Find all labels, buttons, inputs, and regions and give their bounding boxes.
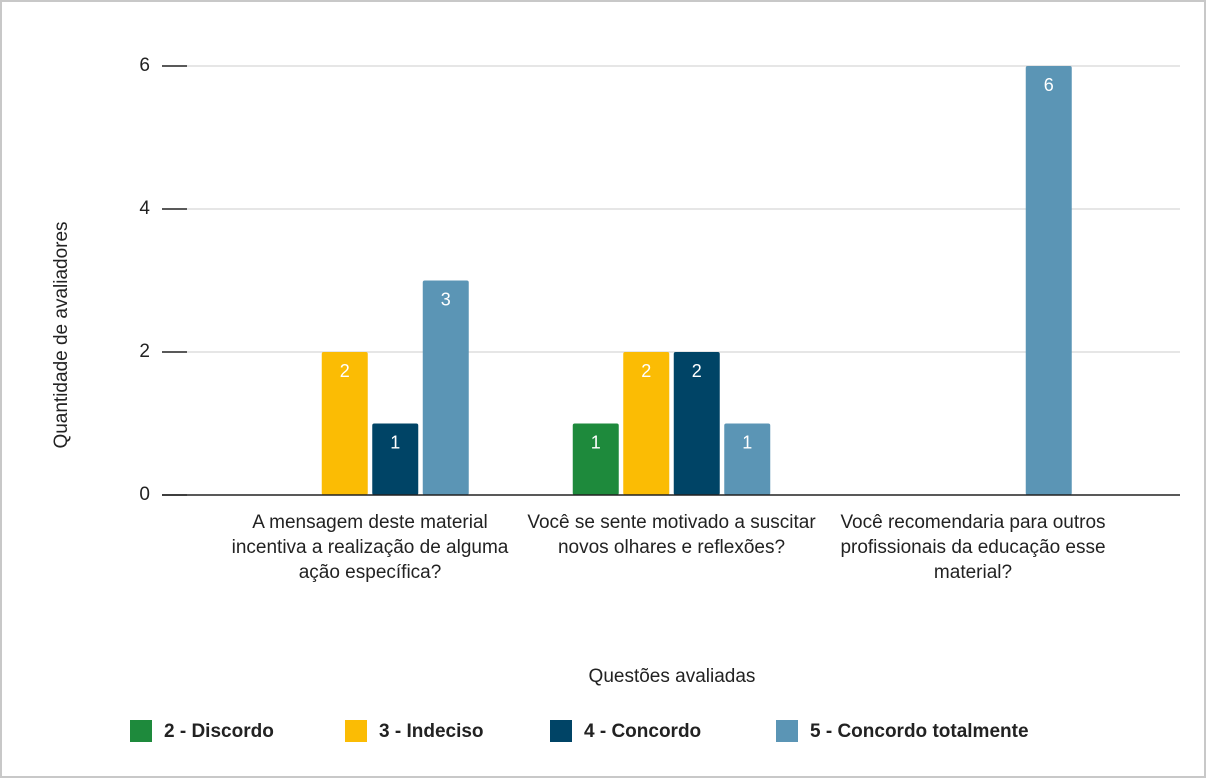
value-label: 2	[692, 361, 702, 381]
legend-label: 4 - Concordo	[584, 721, 701, 742]
y-tick-label: 6	[139, 55, 150, 76]
value-label: 6	[1044, 75, 1054, 95]
legend-label: 5 - Concordo totalmente	[810, 721, 1029, 742]
legend-label: 3 - Indeciso	[379, 721, 484, 742]
bar	[572, 423, 619, 495]
legend-swatch	[776, 720, 798, 742]
value-label: 2	[641, 361, 651, 381]
bar	[673, 352, 720, 495]
bar	[724, 423, 771, 495]
y-tick-label: 4	[139, 198, 150, 219]
x-tick-label: A mensagem deste material incentiva a re…	[231, 512, 509, 583]
value-label: 3	[441, 289, 451, 309]
y-tick-label: 2	[139, 341, 150, 362]
value-label: 1	[591, 432, 601, 452]
legend-swatch	[130, 720, 152, 742]
y-axis-title: Quantidade de avaliadores	[51, 221, 72, 448]
x-tick-label: Você recomendaria para outros profission…	[840, 512, 1106, 583]
bar	[1025, 66, 1072, 495]
legend-swatch	[345, 720, 367, 742]
legend-swatch	[550, 720, 572, 742]
bar	[321, 352, 368, 495]
value-label: 1	[742, 432, 752, 452]
value-label: 2	[340, 361, 350, 381]
value-label: 1	[390, 432, 400, 452]
bar	[623, 352, 670, 495]
x-tick-label: Você se sente motivado a suscitar novos …	[527, 512, 816, 558]
legend-label: 2 - Discordo	[164, 721, 274, 742]
bar	[372, 423, 419, 495]
y-tick-label: 0	[139, 484, 150, 505]
bar	[422, 280, 469, 495]
x-axis-title: Questões avaliadas	[589, 666, 756, 687]
